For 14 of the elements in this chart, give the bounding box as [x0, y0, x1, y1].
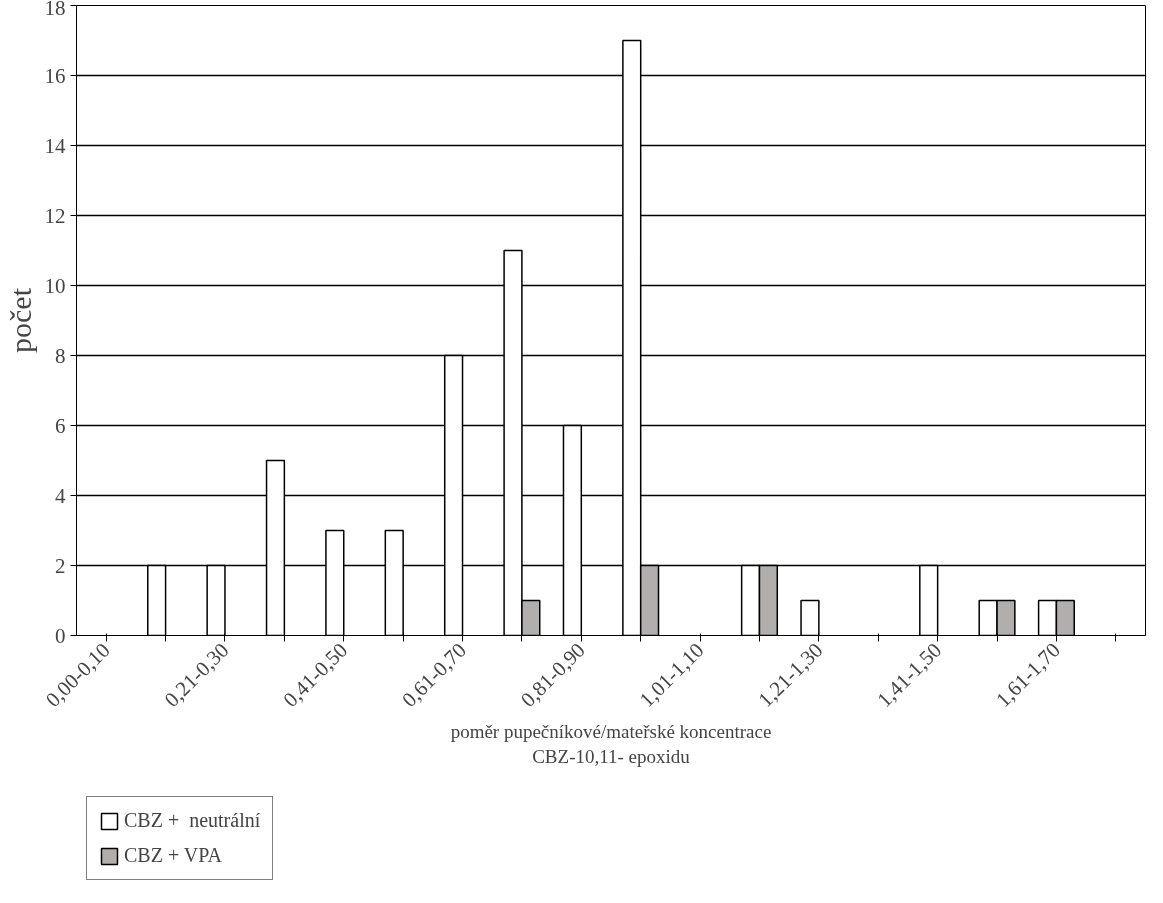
- legend-label: CBZ + VPA: [124, 844, 222, 867]
- y-tick-label: 12: [44, 203, 66, 228]
- y-tick-label: 0: [55, 623, 66, 648]
- y-tick-label: 8: [55, 343, 66, 368]
- y-tick-label: 2: [55, 553, 66, 578]
- y-tick-label: 14: [44, 133, 66, 158]
- y-tick-label: 16: [44, 63, 66, 88]
- y-tick-label: 6: [55, 413, 66, 438]
- y-axis-title: počet: [3, 287, 37, 353]
- y-tick-label: 10: [44, 273, 66, 298]
- legend-label: CBZ + neutrální: [124, 809, 261, 832]
- y-tick-label: 18: [44, 0, 66, 20]
- x-axis-title: poměr pupečníkové/mateřské koncentrace CBZ-10,11- epoxidu: [450, 721, 772, 768]
- y-tick-label: 4: [55, 483, 66, 508]
